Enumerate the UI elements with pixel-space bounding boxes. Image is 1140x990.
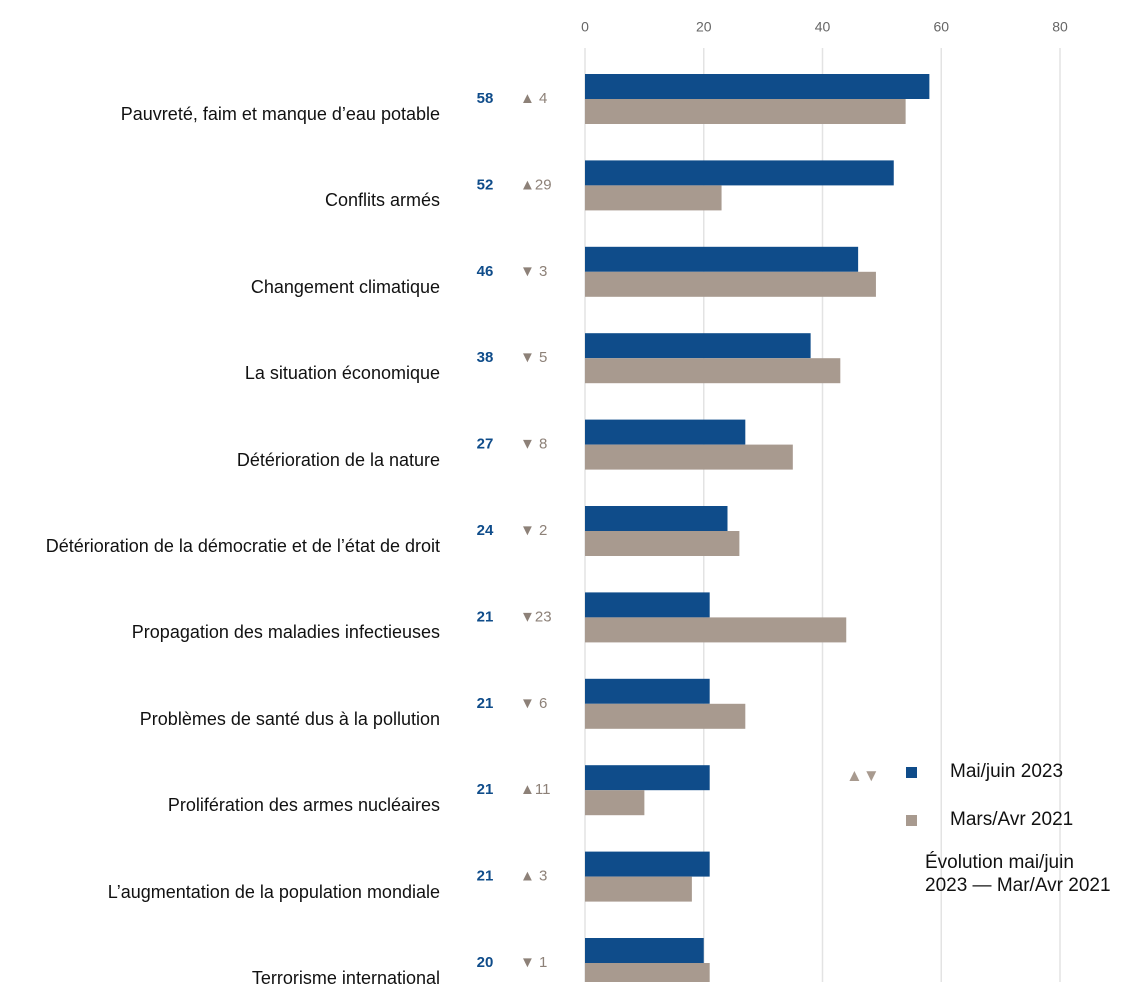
value-label: 52 <box>477 176 494 193</box>
change-label: ▼ 3 <box>520 263 547 280</box>
bar <box>585 765 710 791</box>
change-label: ▼ 8 <box>520 436 547 453</box>
legend-swatch <box>906 767 917 778</box>
bar <box>585 185 722 211</box>
change-label: ▼ 5 <box>520 349 547 366</box>
bar <box>585 876 692 902</box>
value-label: 27 <box>477 436 494 453</box>
value-label: 21 <box>477 695 494 712</box>
category-label: La situation économique <box>244 363 440 384</box>
bar <box>585 938 704 963</box>
category-label: Prolifération des armes nucléaires <box>167 795 440 816</box>
category-label: Problèmes de santé dus à la pollution <box>139 708 440 729</box>
value-label: 21 <box>477 781 494 798</box>
value-label: 38 <box>477 349 494 366</box>
category-label: L’augmentation de la population mondiale <box>107 881 440 902</box>
bar <box>585 74 930 99</box>
legend-change-marker: ▲▼ <box>846 766 880 785</box>
change-label: ▼ 1 <box>520 954 547 971</box>
bar <box>585 531 740 556</box>
change-label: ▲11 <box>520 781 550 798</box>
value-label: 46 <box>477 263 494 280</box>
bar <box>585 592 710 618</box>
change-label: ▲29 <box>520 176 552 193</box>
change-label: ▼ 2 <box>520 522 547 539</box>
bar <box>585 99 906 124</box>
value-label: 24 <box>477 522 494 539</box>
bar <box>585 358 841 384</box>
change-label: ▼23 <box>520 608 552 625</box>
category-label: Détérioration de la démocratie et de l’é… <box>45 535 440 556</box>
value-label: 21 <box>477 608 494 625</box>
legend-swatch <box>906 815 917 826</box>
legend-label: Mai/juin 2023 <box>950 761 1064 782</box>
category-label: Détérioration de la nature <box>236 449 440 470</box>
bar <box>585 851 710 877</box>
bar <box>585 703 746 729</box>
category-label: Pauvreté, faim et manque d’eau potable <box>120 103 440 124</box>
category-label: Conflits armés <box>324 190 440 211</box>
category-label: Propagation des maladies infectieuses <box>131 622 440 643</box>
bar <box>585 617 847 643</box>
bar <box>585 246 859 272</box>
legend-label: Mars/Avr 2021 <box>950 809 1074 830</box>
bar <box>585 419 746 445</box>
bar <box>585 160 894 186</box>
bar <box>585 963 710 982</box>
change-label: ▲ 4 <box>520 90 547 107</box>
x-tick-label: 20 <box>696 19 712 35</box>
legend-change-text: Évolution mai/juin 2023 — Mar/Avr 2021 <box>925 852 1111 896</box>
bar <box>585 506 728 531</box>
x-tick-label: 60 <box>933 19 949 35</box>
value-label: 21 <box>477 868 494 885</box>
bar <box>585 678 710 704</box>
x-tick-label: 0 <box>581 19 589 35</box>
bar <box>585 271 876 297</box>
x-tick-label: 80 <box>1052 19 1068 35</box>
category-label: Changement climatique <box>250 276 440 297</box>
value-label: 20 <box>477 954 494 971</box>
x-tick-label: 40 <box>815 19 831 35</box>
bar <box>585 333 811 359</box>
value-label: 58 <box>477 90 494 107</box>
change-label: ▲ 3 <box>520 868 547 885</box>
bar <box>585 790 645 816</box>
category-label: Terrorisme international <box>251 967 440 988</box>
change-label: ▼ 6 <box>520 695 547 712</box>
bar <box>585 444 793 470</box>
